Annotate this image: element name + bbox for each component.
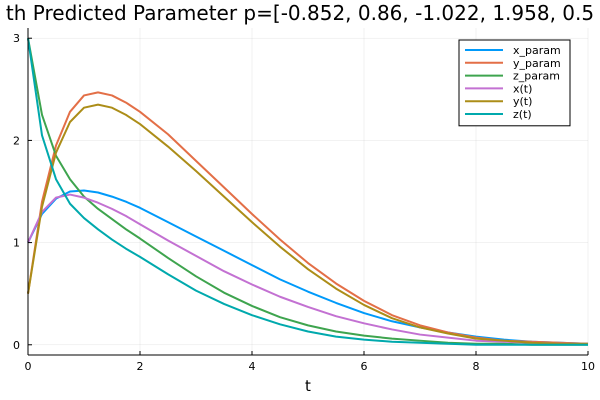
y-tick-label: 2 — [13, 134, 20, 147]
plot-area — [27, 28, 589, 356]
x-tick-label: 10 — [581, 360, 595, 373]
x-tick-label: 4 — [249, 360, 256, 373]
y-tick-label: 0 — [13, 339, 20, 352]
x-tick-label: 6 — [361, 360, 368, 373]
series-line-z(t) — [27, 38, 588, 346]
x-tick-label: 8 — [473, 360, 480, 373]
grid — [27, 28, 589, 355]
series-line-y(t) — [27, 103, 588, 345]
legend-label-y(t): y(t) — [513, 95, 532, 108]
x-tick-label: 0 — [25, 360, 32, 373]
series-line-y_param — [27, 91, 589, 345]
x-axis-ticks: 0 2 4 6 8 10 — [25, 351, 595, 373]
series-line-x(t) — [27, 193, 588, 345]
legend-box — [458, 39, 571, 127]
y-tick-label: 1 — [13, 237, 20, 250]
plot-frame — [27, 28, 588, 356]
x-tick-label: 2 — [137, 360, 144, 373]
series-line-x_param — [27, 189, 589, 345]
legend-label-z_param: z_param — [513, 70, 560, 83]
y-axis-ticks: 0 1 2 3 — [13, 32, 32, 352]
series-lines — [27, 38, 589, 346]
legend-label-y_param: y_param — [513, 57, 561, 70]
legend-label-x_param: x_param — [513, 44, 561, 57]
legend-label-z(t): z(t) — [513, 108, 532, 121]
legend-label-x(t): x(t) — [513, 82, 532, 95]
y-tick-label: 3 — [13, 32, 20, 45]
chart-title: th Predicted Parameter p=[-0.852, 0.86, … — [6, 1, 594, 25]
x-axis-title: t — [305, 377, 311, 395]
